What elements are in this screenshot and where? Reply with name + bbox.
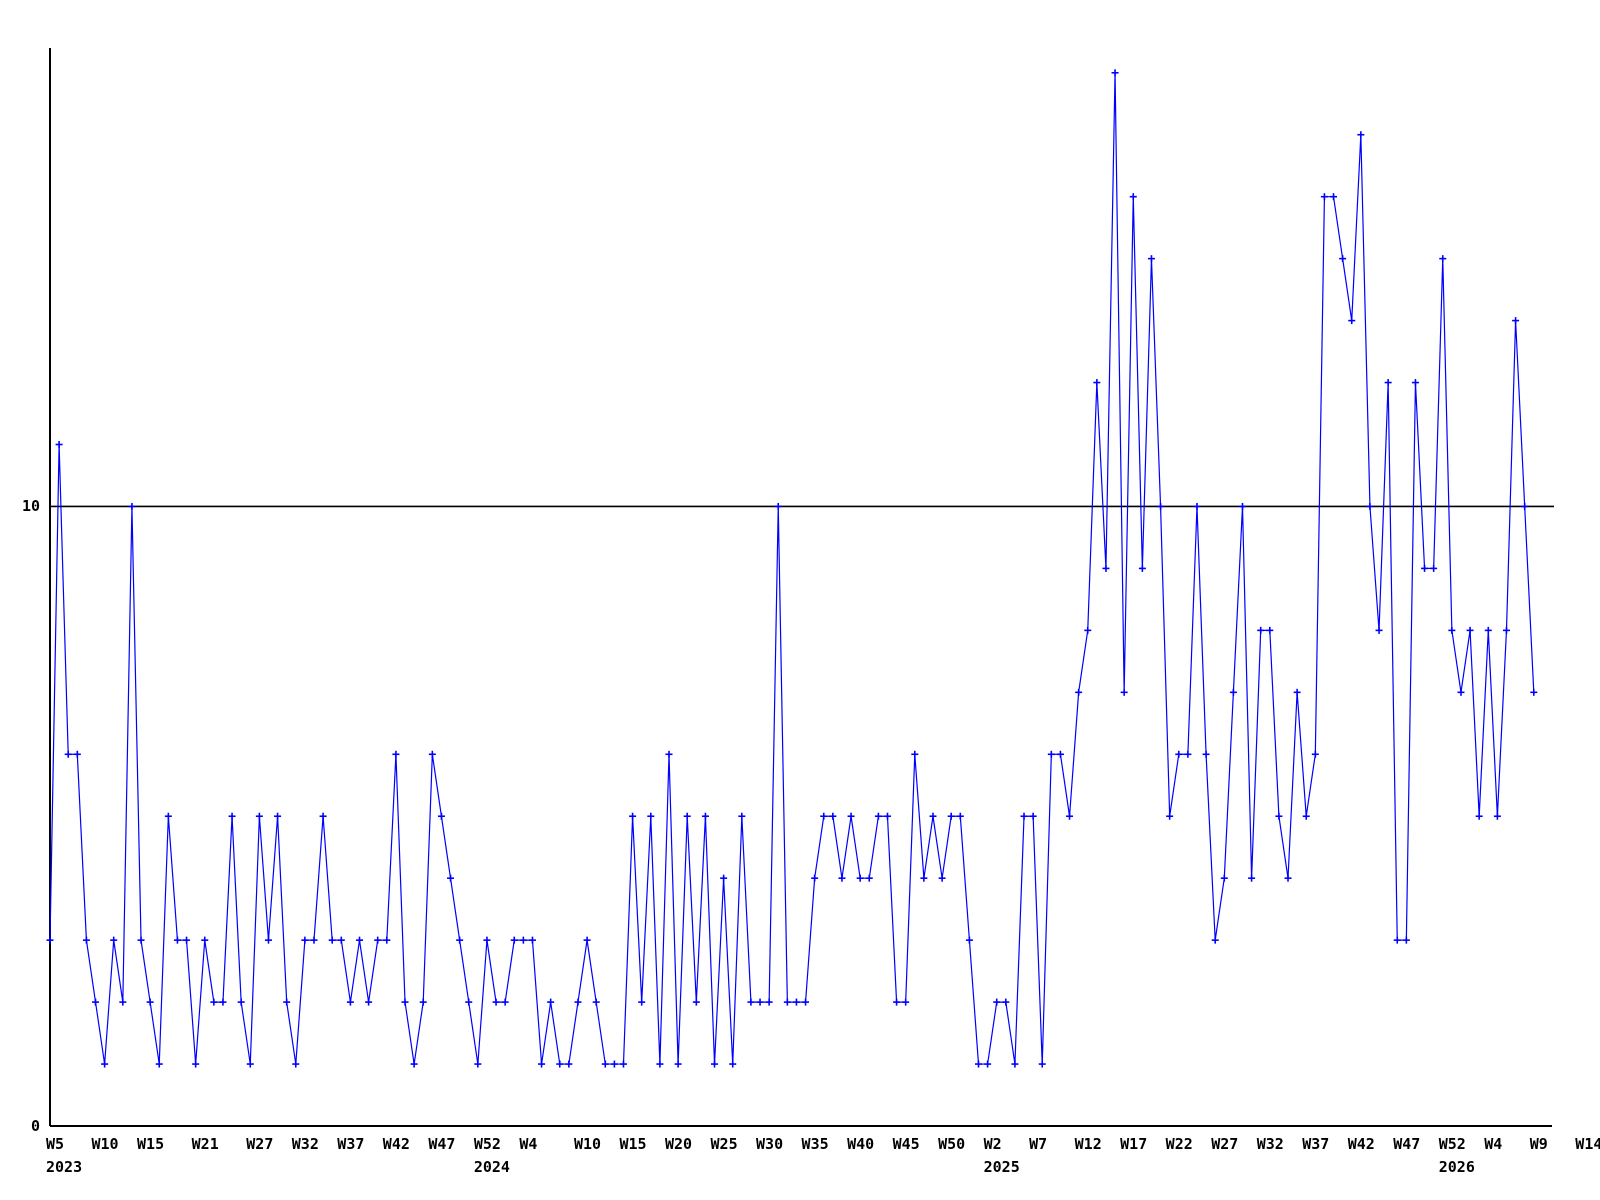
x-axis-tick-label: W4 <box>519 1135 538 1153</box>
x-axis-tick-label: W47 <box>428 1135 456 1153</box>
x-axis-tick-label: W45 <box>892 1135 920 1153</box>
y-axis-tick-label: 10 <box>21 497 40 516</box>
data-series <box>46 69 1538 1068</box>
x-axis-tick-label: W47 <box>1393 1135 1421 1153</box>
x-axis-tick-label: W37 <box>337 1135 365 1153</box>
x-axis-tick-label: W52 <box>1438 1135 1466 1153</box>
x-axis-tick-label: W7 <box>1029 1135 1048 1153</box>
x-axis-tick-label: W15 <box>619 1135 647 1153</box>
x-axis-tick-label: W35 <box>801 1135 829 1153</box>
x-axis-tick-label: W10 <box>573 1135 602 1153</box>
x-axis-tick-label: W32 <box>291 1135 319 1153</box>
x-axis-year-label: 2024 <box>473 1158 510 1176</box>
x-axis-tick-label: W42 <box>382 1135 410 1153</box>
x-axis-tick-label: W17 <box>1120 1135 1148 1153</box>
x-axis-tick-label: W37 <box>1302 1135 1330 1153</box>
series-polyline <box>49 72 1535 1065</box>
x-axis-tick-label: W14 <box>1575 1135 1600 1153</box>
x-axis-year-label: 2023 <box>46 1158 83 1176</box>
x-axis-tick-label: W50 <box>938 1135 966 1153</box>
x-axis-tick-label: W27 <box>246 1135 274 1153</box>
x-axis-tick-label: W42 <box>1347 1135 1375 1153</box>
x-axis-tick-label: W22 <box>1165 1135 1193 1153</box>
x-axis-tick-label: W27 <box>1211 1135 1239 1153</box>
axis-lines <box>49 48 1552 1127</box>
x-axis-year-label: 2025 <box>983 1158 1020 1176</box>
x-axis-tick-label: W9 <box>1529 1135 1548 1153</box>
x-axis-tick-label: W10 <box>91 1135 119 1153</box>
x-axis-tick-label: W12 <box>1074 1135 1102 1153</box>
x-axis-tick-label: W30 <box>756 1135 784 1153</box>
x-axis-tick-label: W20 <box>665 1135 693 1153</box>
x-axis-tick-label: W2 <box>983 1135 1002 1153</box>
y-axis-tick-label: 0 <box>30 1117 40 1135</box>
x-axis-tick-label: W32 <box>1256 1135 1284 1153</box>
x-axis-tick-label: W4 <box>1484 1135 1503 1153</box>
x-axis-tick-label: W52 <box>473 1135 501 1153</box>
x-axis-year-label: 2026 <box>1438 1158 1475 1176</box>
x-axis-tick-label: W5 <box>46 1135 65 1153</box>
x-axis-tick-label: W21 <box>191 1135 219 1153</box>
x-axis-tick-label: W40 <box>847 1135 875 1153</box>
x-axis-tick-label: W15 <box>137 1135 165 1153</box>
x-axis-tick-label: W25 <box>710 1135 738 1153</box>
series-markers <box>46 69 1538 1068</box>
